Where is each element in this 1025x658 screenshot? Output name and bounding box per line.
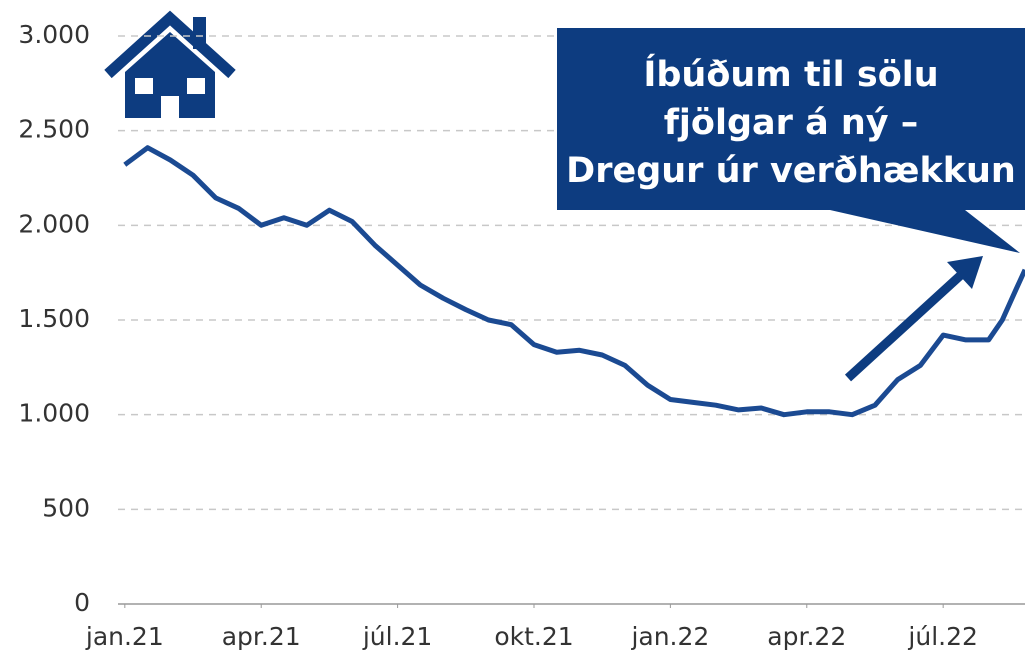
house-door: [161, 96, 179, 118]
house-chimney: [193, 17, 206, 49]
x-tick-label: júl.21: [362, 622, 433, 651]
y-tick-label: 1.500: [18, 304, 90, 333]
y-tick-label: 500: [42, 493, 90, 522]
annotation-box: [557, 28, 1025, 253]
y-tick-label: 1.000: [18, 399, 90, 428]
x-tick-label: jan.21: [85, 622, 164, 651]
annotation-line: Íbúðum til sölu: [643, 53, 938, 95]
arrow-head: [947, 256, 983, 289]
data-line: [123, 145, 1025, 418]
house-icon: [104, 10, 236, 118]
y-tick-label: 0: [74, 588, 90, 617]
annotation-line: fjölgar á ný –: [664, 103, 919, 143]
y-tick-label: 2.000: [18, 209, 90, 238]
x-tick-label: okt.21: [494, 622, 573, 651]
house-window: [187, 78, 205, 94]
y-tick-label: 2.500: [18, 115, 90, 144]
house-roof: [104, 10, 236, 79]
x-tick-label: apr.22: [767, 622, 846, 651]
arrow-shaft: [844, 270, 966, 382]
x-tick-label: apr.21: [222, 622, 301, 651]
y-tick-label: 3.000: [18, 20, 90, 49]
annotation-line: Dregur úr verðhækkun: [566, 151, 1016, 191]
house-window: [135, 78, 153, 94]
house-body: [125, 32, 215, 118]
x-tick-label: jan.22: [630, 622, 709, 651]
x-tick-label: júl.22: [907, 622, 978, 651]
